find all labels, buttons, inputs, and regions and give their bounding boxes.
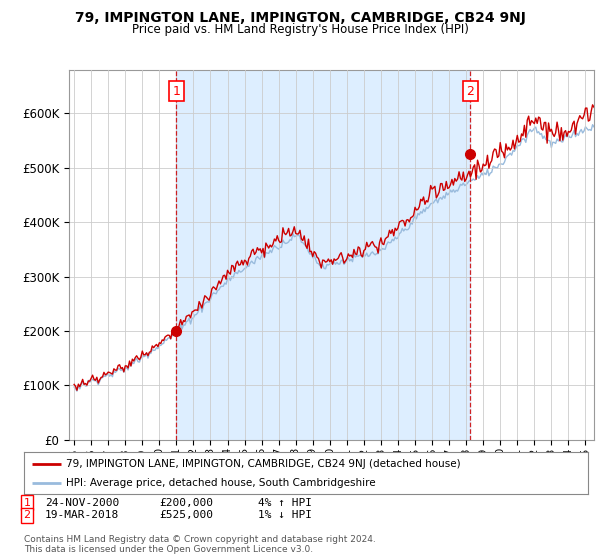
Text: 1: 1	[172, 85, 181, 98]
Text: 1: 1	[23, 498, 31, 508]
Text: 79, IMPINGTON LANE, IMPINGTON, CAMBRIDGE, CB24 9NJ: 79, IMPINGTON LANE, IMPINGTON, CAMBRIDGE…	[74, 12, 526, 26]
Text: Contains HM Land Registry data © Crown copyright and database right 2024.
This d: Contains HM Land Registry data © Crown c…	[24, 535, 376, 554]
Text: 2: 2	[466, 85, 475, 98]
Text: 1% ↓ HPI: 1% ↓ HPI	[258, 510, 312, 520]
Text: HPI: Average price, detached house, South Cambridgeshire: HPI: Average price, detached house, Sout…	[66, 478, 376, 488]
Text: 79, IMPINGTON LANE, IMPINGTON, CAMBRIDGE, CB24 9NJ (detached house): 79, IMPINGTON LANE, IMPINGTON, CAMBRIDGE…	[66, 459, 461, 469]
Text: 24-NOV-2000: 24-NOV-2000	[45, 498, 119, 508]
Text: 19-MAR-2018: 19-MAR-2018	[45, 510, 119, 520]
Text: £525,000: £525,000	[159, 510, 213, 520]
Bar	[176, 70, 470, 440]
Text: 4% ↑ HPI: 4% ↑ HPI	[258, 498, 312, 508]
Text: 2: 2	[23, 510, 31, 520]
Text: Price paid vs. HM Land Registry's House Price Index (HPI): Price paid vs. HM Land Registry's House …	[131, 22, 469, 36]
Text: £200,000: £200,000	[159, 498, 213, 508]
